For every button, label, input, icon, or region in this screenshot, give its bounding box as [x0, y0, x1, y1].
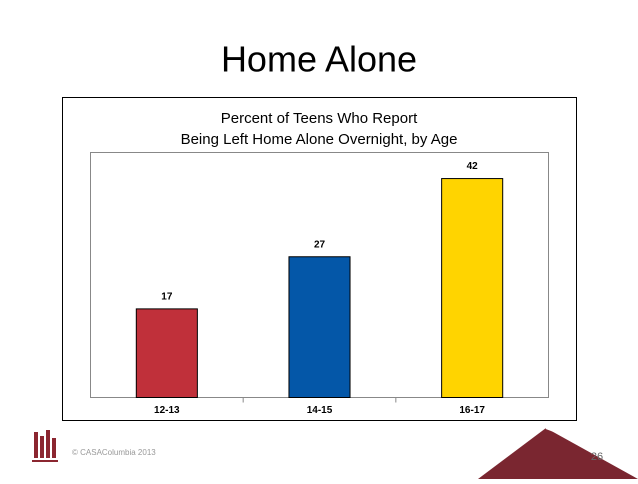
- x-tick-label: 14-15: [307, 405, 333, 416]
- bars: 12-13 17 14-15 27 16-17 42: [135, 161, 504, 416]
- slide-title: Home Alone: [221, 39, 417, 80]
- x-tick-label: 12-13: [154, 405, 180, 416]
- value-label: 17: [161, 292, 173, 303]
- logo: [32, 430, 58, 462]
- chart-title: Percent of Teens Who Report: [221, 110, 418, 127]
- value-label: 27: [314, 239, 326, 250]
- corner-decoration: [478, 428, 638, 479]
- bar: [135, 308, 198, 398]
- bar: [288, 256, 351, 398]
- chart-title: Being Left Home Alone Overnight, by Age: [181, 131, 458, 148]
- footer-copyright: © CASAColumbia 2013: [72, 448, 156, 457]
- x-tick-label: 16-17: [459, 405, 485, 416]
- corner-line: [545, 427, 638, 463]
- value-label: 42: [467, 161, 479, 172]
- bar: [441, 178, 504, 398]
- page-number: 26: [591, 451, 603, 463]
